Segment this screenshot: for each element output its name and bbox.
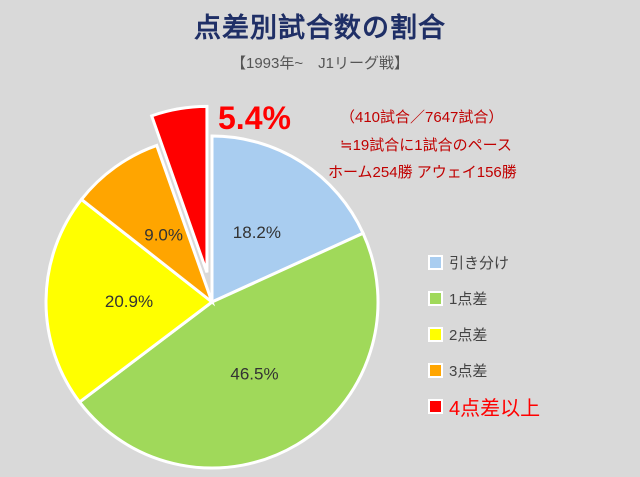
legend-label: 3点差 [449,362,488,380]
legend-label: 2点差 [449,326,488,344]
pie-slice-2 [44,197,215,405]
legend-item: 3点差 [428,352,540,388]
legend-item: 2点差 [428,316,540,352]
annotation-1: （410試合／7647試合） [340,109,504,126]
pie-slice-0 [210,134,366,305]
chart-title: 点差別試合数の割合 [194,13,446,44]
slice-label: 18.2% [233,223,281,242]
legend-swatch [428,290,443,306]
annotation-2: ≒19試合に1試合のペース [340,137,512,154]
pie-slice-3 [79,143,216,307]
legend-label: 引き分け [449,254,510,272]
legend-swatch [428,362,443,378]
legend-swatch [428,254,443,270]
pie-slice-1 [77,231,380,470]
annotation-3: ホーム254勝 アウェイ156勝 [328,164,517,181]
slice-label: 46.5% [230,364,278,383]
legend-item: 引き分け [428,244,540,280]
highlight-label: 5.4% [218,100,291,136]
legend-swatch [428,398,443,414]
legend: 引き分け 1点差 2点差 3点差 4点差以上 [428,244,540,424]
slice-label: 20.9% [105,292,153,311]
pie-slice-4 [149,104,209,273]
legend-item: 1点差 [428,280,540,316]
legend-label: 4点差以上 [449,397,541,420]
legend-label: 1点差 [449,290,488,308]
legend-item: 4点差以上 [428,388,540,424]
legend-swatch [428,326,443,342]
chart-subtitle: 【1993年~ J1リーグ戦】 [231,55,409,72]
slice-label: 9.0% [144,226,183,245]
